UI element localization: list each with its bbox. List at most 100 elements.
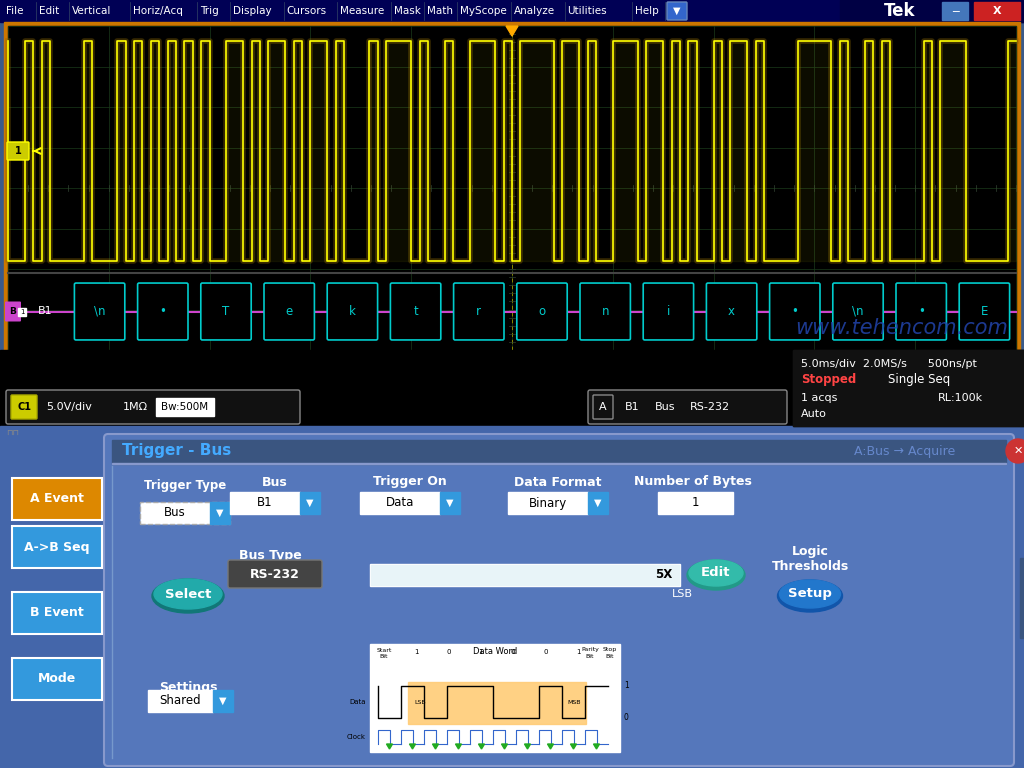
Text: Parity: Parity [581, 647, 599, 653]
Bar [440, 492, 460, 514]
Polygon shape [570, 744, 577, 749]
Text: 1MΩ: 1MΩ [123, 402, 148, 412]
Text: Trigger On: Trigger On [373, 475, 446, 488]
Text: A Event: A Event [30, 492, 84, 505]
Polygon shape [524, 744, 530, 749]
Text: Tek: Tek [885, 2, 915, 20]
Text: Single Seq: Single Seq [888, 373, 950, 386]
Bar [0, 0, 1024, 22]
FancyBboxPatch shape [643, 283, 693, 340]
Text: Stopped: Stopped [801, 373, 856, 386]
Text: X: X [992, 6, 1001, 16]
Text: 0: 0 [624, 713, 629, 723]
Bar [974, 2, 1020, 20]
Text: 1: 1 [691, 496, 698, 509]
Ellipse shape [152, 579, 224, 613]
Text: B1: B1 [625, 402, 640, 412]
Text: 1 acqs: 1 acqs [801, 393, 838, 403]
Bar [1020, 558, 1024, 638]
Text: •: • [160, 305, 166, 318]
Bar [300, 492, 319, 514]
Text: MyScope: MyScope [461, 6, 507, 16]
Ellipse shape [154, 579, 222, 609]
Text: ▼: ▼ [306, 498, 313, 508]
Polygon shape [594, 744, 599, 749]
FancyBboxPatch shape [264, 283, 314, 340]
Text: File: File [6, 6, 24, 16]
Bar [112, 440, 1006, 464]
Text: 1: 1 [19, 309, 25, 315]
Circle shape [1006, 439, 1024, 463]
Text: www.tehencom.com: www.tehencom.com [795, 318, 1008, 338]
Text: ⊓⊓: ⊓⊓ [6, 428, 19, 436]
Bar [408, 682, 586, 724]
Text: Shared: Shared [159, 694, 201, 707]
Bar [213, 690, 233, 712]
Bar [210, 502, 230, 524]
Text: B Event: B Event [30, 607, 84, 620]
Text: B1: B1 [38, 306, 52, 316]
FancyBboxPatch shape [593, 395, 613, 419]
Text: o: o [539, 305, 546, 318]
Bar [360, 492, 440, 514]
FancyBboxPatch shape [104, 434, 1014, 766]
Text: Settings: Settings [159, 681, 217, 694]
Bar [658, 492, 733, 514]
FancyBboxPatch shape [12, 526, 102, 568]
Polygon shape [386, 744, 392, 749]
Text: 1: 1 [14, 146, 22, 156]
FancyBboxPatch shape [770, 283, 820, 340]
Text: \n: \n [94, 305, 105, 318]
Polygon shape [506, 26, 518, 36]
Text: Setup: Setup [788, 588, 831, 601]
Bar [0, 426, 1024, 768]
Bar [148, 690, 213, 712]
FancyBboxPatch shape [707, 283, 757, 340]
Text: Vertical: Vertical [73, 6, 112, 16]
Text: ▼: ▼ [219, 696, 226, 706]
Text: B1: B1 [257, 496, 272, 509]
Polygon shape [432, 744, 438, 749]
Text: Logic: Logic [792, 545, 828, 558]
Text: ▸: ▸ [1022, 616, 1024, 624]
FancyBboxPatch shape [201, 283, 251, 340]
Text: E: E [981, 305, 988, 318]
Text: Bus Type: Bus Type [239, 549, 301, 562]
Text: Auto: Auto [801, 409, 826, 419]
Text: Start: Start [376, 647, 392, 653]
FancyBboxPatch shape [12, 592, 102, 634]
Text: 0: 0 [446, 649, 451, 655]
Text: Utilities: Utilities [567, 6, 607, 16]
Text: LSB: LSB [414, 700, 426, 704]
FancyBboxPatch shape [140, 502, 230, 524]
Text: Bw:500M: Bw:500M [162, 402, 209, 412]
FancyBboxPatch shape [580, 283, 631, 340]
Text: ▼: ▼ [446, 498, 454, 508]
Text: x: x [728, 305, 735, 318]
Text: RL:100k: RL:100k [938, 393, 983, 403]
Text: Trigger Type: Trigger Type [144, 479, 226, 492]
FancyBboxPatch shape [833, 283, 883, 340]
FancyBboxPatch shape [517, 283, 567, 340]
Bar [588, 492, 608, 514]
Text: i: i [667, 305, 670, 318]
Text: ─: ─ [951, 6, 958, 16]
Ellipse shape [687, 560, 745, 590]
Text: Select: Select [165, 588, 211, 601]
Ellipse shape [777, 580, 843, 612]
Text: Display: Display [233, 6, 271, 16]
Text: Math: Math [427, 6, 454, 16]
Text: MSB: MSB [567, 700, 581, 704]
FancyBboxPatch shape [12, 478, 102, 520]
Text: Bit: Bit [380, 654, 388, 660]
Text: t: t [414, 305, 418, 318]
Text: Data Format: Data Format [514, 475, 602, 488]
Text: •: • [792, 305, 799, 318]
Bar [230, 492, 300, 514]
Bar [370, 644, 620, 752]
Text: ▼: ▼ [594, 498, 602, 508]
Text: Bus: Bus [655, 402, 676, 412]
FancyBboxPatch shape [7, 142, 29, 160]
Text: Stop: Stop [603, 647, 617, 653]
Text: Trigger - Bus: Trigger - Bus [122, 443, 231, 458]
